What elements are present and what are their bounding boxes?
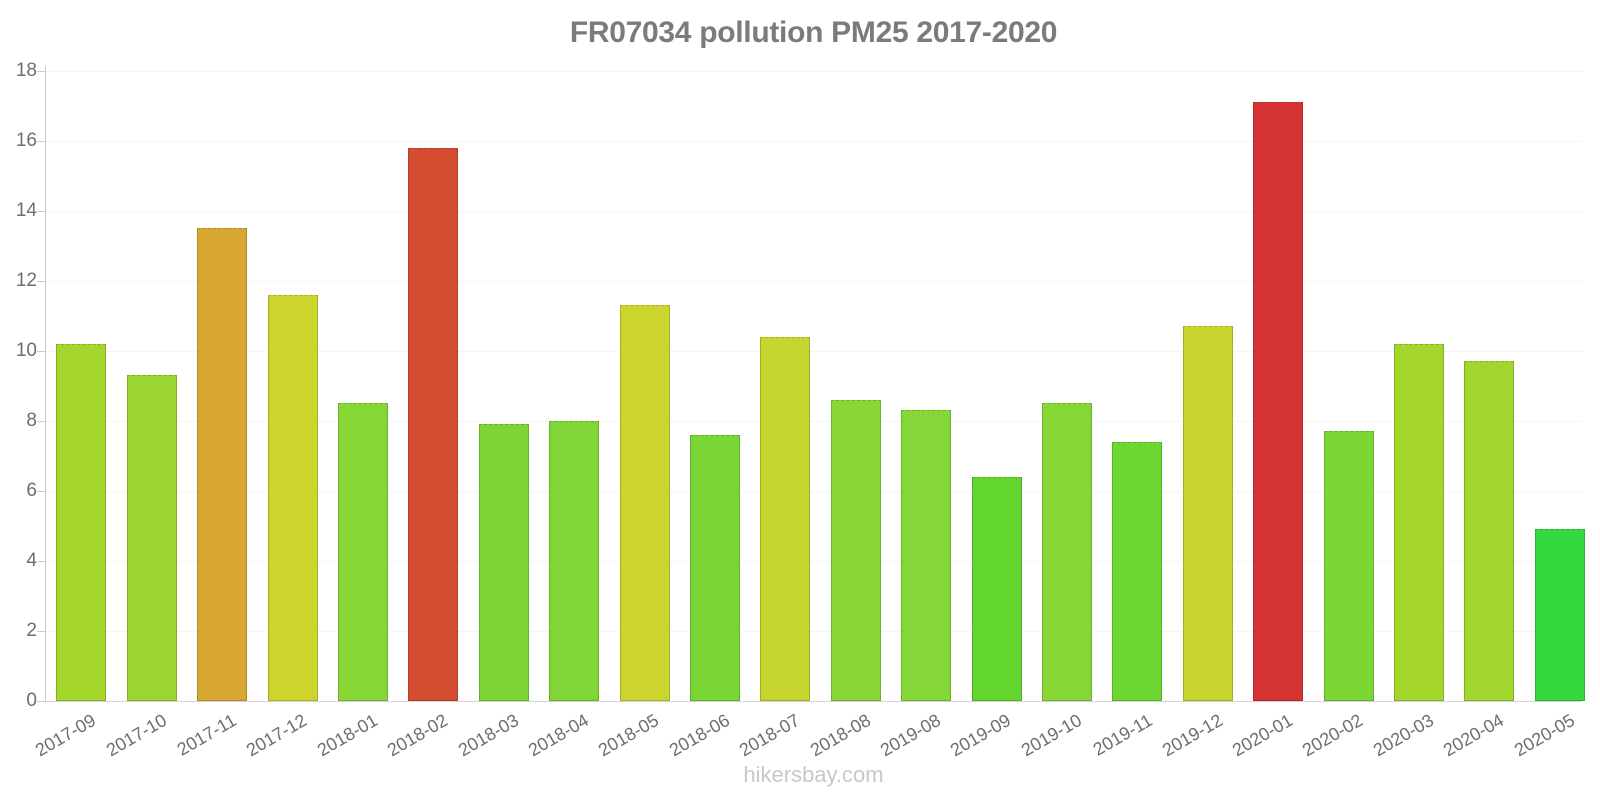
bar-2020-03[interactable] xyxy=(1393,344,1444,701)
y-axis-tick-label: 2 xyxy=(26,620,37,641)
bar-2019-08[interactable] xyxy=(901,410,952,701)
chart-title: FR07034 pollution PM25 2017-2020 xyxy=(569,16,1058,49)
x-axis-label-2020-03: 2020-03 xyxy=(1369,710,1437,761)
bar-2020-04[interactable] xyxy=(1464,361,1515,701)
bar-2019-10[interactable] xyxy=(1041,403,1092,701)
bar-2018-06[interactable] xyxy=(689,435,740,701)
x-axis-label-2017-11: 2017-11 xyxy=(174,710,241,760)
y-axis-tick xyxy=(37,561,45,562)
y-axis-tick xyxy=(37,421,45,422)
gridline-18 xyxy=(46,71,1582,72)
bar-2018-07[interactable] xyxy=(760,337,811,701)
x-axis-label-2018-07: 2018-07 xyxy=(736,710,804,761)
bar-2018-03[interactable] xyxy=(478,424,529,701)
gridline-12 xyxy=(46,281,1582,282)
y-axis-tick-label: 8 xyxy=(26,410,37,431)
bar-2017-10[interactable] xyxy=(126,375,177,701)
x-axis-label-2020-04: 2020-04 xyxy=(1440,710,1508,761)
x-axis-label-2019-11: 2019-11 xyxy=(1089,710,1156,760)
y-axis-tick xyxy=(37,71,45,72)
y-axis-tick xyxy=(37,281,45,282)
y-axis-tick xyxy=(37,351,45,352)
x-axis-label-2019-08: 2019-08 xyxy=(876,710,945,761)
x-axis-label-2018-02: 2018-02 xyxy=(384,710,452,761)
x-axis-label-2017-12: 2017-12 xyxy=(243,710,311,761)
gridline-14 xyxy=(46,211,1582,212)
x-axis-label-2018-03: 2018-03 xyxy=(454,710,522,761)
x-axis-label-2019-12: 2019-12 xyxy=(1158,710,1226,761)
x-axis-label-2018-05: 2018-05 xyxy=(595,710,663,761)
bar-2018-02[interactable] xyxy=(408,148,459,701)
x-axis-label-2020-02: 2020-02 xyxy=(1299,710,1367,761)
gridline-2 xyxy=(46,631,1582,632)
bar-2019-09[interactable] xyxy=(971,477,1022,701)
x-axis-label-2020-05: 2020-05 xyxy=(1510,710,1578,761)
bar-2019-11[interactable] xyxy=(1112,442,1163,701)
watermark: hikersbay.com xyxy=(743,762,884,787)
x-axis-label-2018-04: 2018-04 xyxy=(524,710,593,761)
y-axis-tick-label: 12 xyxy=(15,270,37,291)
bar-2017-12[interactable] xyxy=(267,295,318,701)
x-axis-label-2019-10: 2019-10 xyxy=(1017,710,1085,761)
x-axis-label-2020-01: 2020-01 xyxy=(1228,710,1297,761)
gridline-8 xyxy=(46,421,1582,422)
y-axis-tick-label: 0 xyxy=(26,690,37,711)
bar-2018-04[interactable] xyxy=(549,421,600,701)
bar-2019-12[interactable] xyxy=(1182,326,1233,701)
bar-2018-01[interactable] xyxy=(337,403,388,701)
y-axis-tick-label: 10 xyxy=(15,340,37,361)
y-axis-tick-label: 16 xyxy=(15,130,37,151)
bar-2017-09[interactable] xyxy=(56,344,107,701)
x-axis-label-2019-09: 2019-09 xyxy=(947,710,1015,761)
x-axis-line xyxy=(45,701,1582,702)
x-axis-label-2017-09: 2017-09 xyxy=(32,710,100,761)
x-axis-label-2018-01: 2018-01 xyxy=(313,710,381,761)
gridline-4 xyxy=(46,561,1582,562)
y-axis-tick-label: 6 xyxy=(26,480,37,501)
y-axis-tick-label: 18 xyxy=(15,60,37,81)
bar-2018-08[interactable] xyxy=(830,400,881,701)
gridline-6 xyxy=(46,491,1582,492)
bar-2017-11[interactable] xyxy=(197,228,248,701)
bar-2020-01[interactable] xyxy=(1253,102,1304,701)
x-axis-label-2018-06: 2018-06 xyxy=(665,710,733,761)
x-axis-label-2018-08: 2018-08 xyxy=(806,710,874,761)
y-axis-line xyxy=(45,66,46,701)
y-axis-tick xyxy=(37,491,45,492)
bar-2020-05[interactable] xyxy=(1534,529,1585,701)
x-axis-label-2017-10: 2017-10 xyxy=(102,710,170,761)
bar-2020-02[interactable] xyxy=(1323,431,1374,701)
y-axis-tick-label: 4 xyxy=(26,550,37,571)
bar-2018-05[interactable] xyxy=(619,305,670,701)
y-axis-tick-label: 14 xyxy=(15,200,37,221)
y-axis-tick xyxy=(37,701,45,702)
gridline-10 xyxy=(46,351,1582,352)
y-axis-tick xyxy=(37,631,45,632)
y-axis-tick xyxy=(37,211,45,212)
y-axis-tick xyxy=(37,141,45,142)
gridline-16 xyxy=(46,141,1582,142)
